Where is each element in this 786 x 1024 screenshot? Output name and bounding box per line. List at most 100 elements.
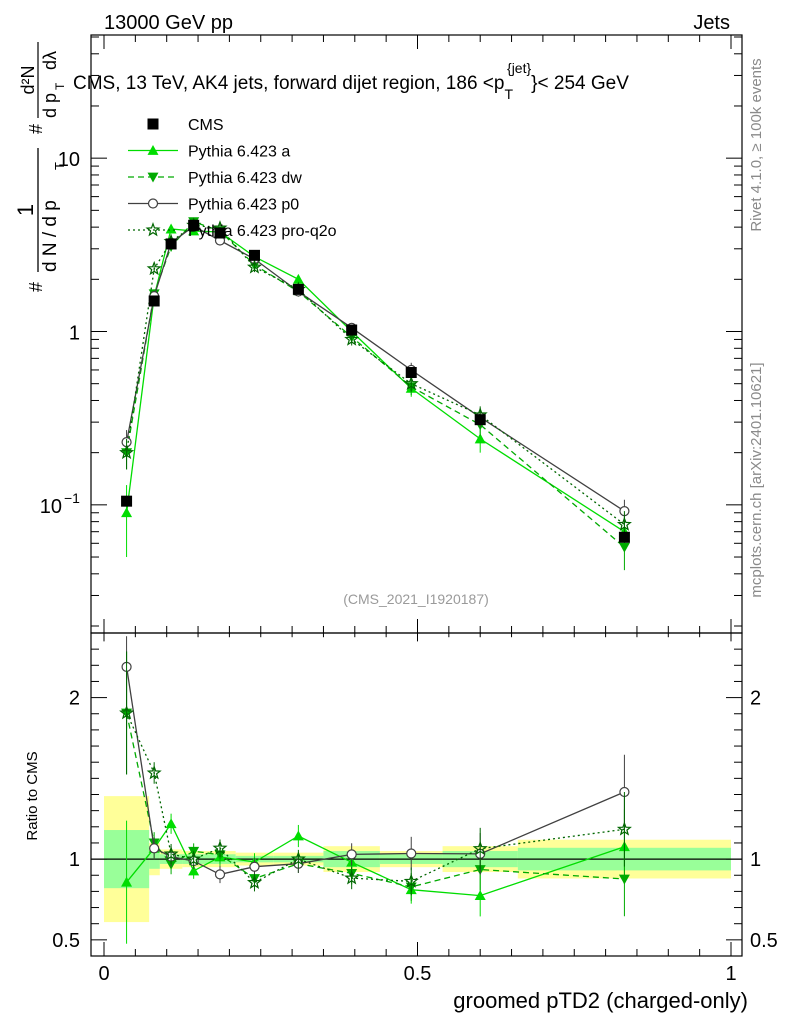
ratio-line-pro [126,712,625,884]
legend-label-cms: CMS [188,117,224,134]
ratio-point-pro-4 [212,840,228,855]
ratio-point-pro-6 [290,851,306,866]
legend-marker-dw [147,172,159,183]
ratio-point-a-9 [474,890,486,900]
point-a-6 [292,273,304,284]
point-cms-5 [248,249,260,261]
point-a-2 [165,223,177,234]
y-axis-label: 1 d N / d p T # # d²N d p T dλ [13,42,67,292]
point-pro-5 [246,259,263,274]
series-line-p0 [125,225,625,512]
ratio-point-a-3 [188,865,200,876]
legend-entry-cms: CMS [147,117,224,134]
svg-text:1: 1 [13,204,38,216]
y-tick-label-exponent: −1 [64,490,80,506]
point-pro-8 [403,375,419,391]
point-cms-8 [405,367,417,379]
point-pro-0 [119,444,135,460]
legend-entry-a: Pythia 6.423 a [128,144,290,161]
legend-label-pro: Pythia 6.423 pro-q2o [188,223,337,240]
series-dw [121,217,630,917]
ratio-point-pro-7 [344,870,360,885]
ratio-point-pro-2 [163,846,179,861]
series-layer [119,217,632,944]
ratio-y-tick-label-left: 2 [69,688,80,710]
point-pro-10 [616,516,632,531]
ratio-y-label: Ratio to CMS [24,751,41,840]
legend-label-p0: Pythia 6.423 p0 [188,197,299,214]
ratio-point-pro-0 [119,705,135,720]
ratio-point-a-2 [165,818,177,829]
legend-label-dw: Pythia 6.423 dw [188,170,302,187]
mcplots-source-label: mcplots.cern.ch [arXiv:2401.10621] [748,362,765,597]
svg-text:#: # [26,124,46,134]
series-line-pro [125,224,625,526]
point-cms-6 [292,283,304,295]
svg-text:dλ: dλ [40,51,60,70]
point-a-0 [121,507,133,518]
ratio-y-tick-label-right: 1 [750,849,761,871]
svg-text:#: # [26,282,46,292]
legend-entry-pro: Pythia 6.423 pro-q2o [128,222,337,240]
ratio-point-pro-10 [616,821,632,836]
header-category: Jets [693,12,730,34]
series-line-a [125,228,625,533]
y-tick-label: 10 [58,149,80,171]
ratio-point-a-6 [292,830,304,841]
point-cms-7 [346,324,358,336]
legend-marker-p0 [147,198,159,209]
ratio-point-p0-4 [214,869,226,880]
x-tick-label: 0 [98,963,109,985]
ratio-panel-frame [90,632,743,957]
ratio-point-dw-10 [618,874,630,885]
point-cms-3 [188,219,200,231]
chart-title: CMS, 13 TeV, AK4 jets, forward dijet reg… [73,60,629,102]
point-pro-7 [344,331,360,346]
svg-text:d N / d p: d N / d p [40,200,61,272]
point-cms-9 [474,414,486,426]
ratio-y-tick-label-right: 0.5 [750,930,778,952]
ratio-y-tick-label-right: 2 [750,688,761,710]
legend-marker-pro [145,222,161,237]
legend-label-a: Pythia 6.423 a [188,144,290,161]
header-process: 13000 GeV pp [104,12,233,34]
series-cms [121,219,630,543]
svg-text:T: T [52,162,67,170]
point-cms-2 [165,238,177,250]
y-tick-label: 1 [69,323,80,345]
ratio-point-pro-5 [246,874,263,889]
point-pro-1 [146,260,162,276]
series-pro [119,217,632,896]
ratio-point-pro-9 [472,840,488,856]
analysis-watermark: (CMS_2021_I1920187) [343,591,489,607]
ratio-point-a-0 [121,876,133,887]
svg-text:d²N: d²N [18,65,38,94]
rivet-version-label: Rivet 4.1.0, ≥ 100k events [748,58,765,231]
point-dw-10 [618,542,630,553]
ratio-point-p0-8 [406,848,417,859]
legend-marker-cms [147,118,159,130]
svg-text:T: T [53,82,67,90]
ratio-y-tick-label-left: 1 [69,849,80,871]
point-cms-1 [148,295,160,307]
svg-text:d p: d p [40,93,60,118]
ratio-y-tick-label-left: 0.5 [52,930,80,952]
x-axis-label: groomed pTD2 (charged-only) [453,988,748,1013]
ratio-point-p0-5 [249,861,260,872]
point-cms-0 [121,495,133,507]
series-a [121,223,630,944]
ratio-point-pro-1 [146,765,162,780]
x-tick-label: 0.5 [404,963,432,985]
point-cms-10 [618,531,630,543]
legend: CMS Pythia 6.423 a Pythia 6.423 dw Pythia 6… [128,117,337,240]
series-p0 [121,221,630,884]
point-a-9 [474,433,486,444]
legend-entry-dw: Pythia 6.423 dw [128,170,302,187]
x-tick-label: 1 [725,963,736,985]
ratio-point-p0-7 [346,849,357,860]
series-line-dw [125,220,625,548]
legend-entry-p0: Pythia 6.423 p0 [128,197,299,214]
ratio-point-p0-1 [149,843,160,854]
